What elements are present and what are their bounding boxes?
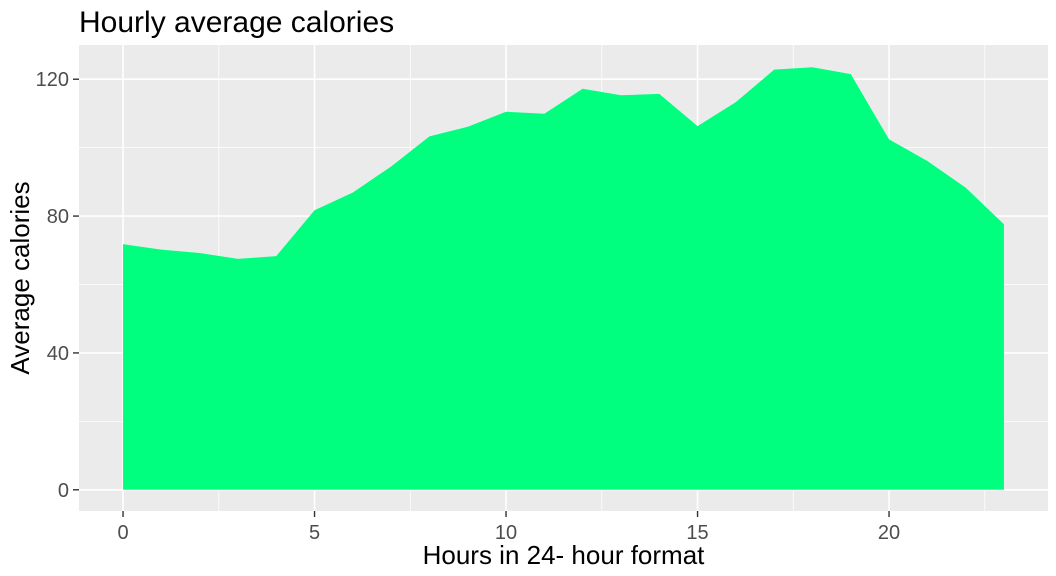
axis-ticks: 0 40 80 120 0 5 10 15 20 [36, 69, 901, 544]
chart-title: Hourly average calories [79, 6, 394, 39]
x-tick-label: 0 [117, 522, 128, 544]
y-tick-label: 120 [36, 69, 69, 91]
x-tick-label: 10 [495, 522, 517, 544]
y-tick-label: 0 [58, 480, 69, 502]
x-tick-label: 15 [686, 522, 708, 544]
y-axis-title: Average calories [5, 181, 35, 374]
y-tick-label: 80 [47, 206, 69, 228]
area-series [123, 67, 1004, 490]
x-tick-label: 5 [309, 522, 320, 544]
x-axis-title: Hours in 24- hour format [423, 540, 706, 570]
y-tick-label: 40 [47, 343, 69, 365]
x-tick-label: 20 [878, 522, 900, 544]
